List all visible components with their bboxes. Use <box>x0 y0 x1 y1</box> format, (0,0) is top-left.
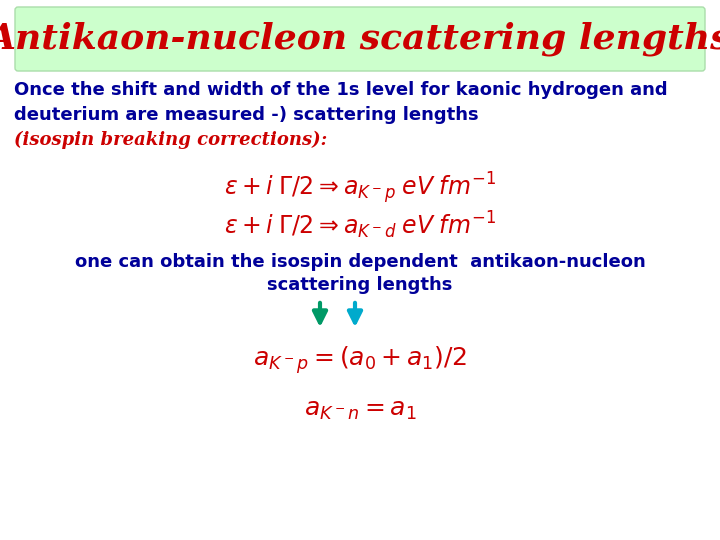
FancyBboxPatch shape <box>15 7 705 71</box>
Text: (isospin breaking corrections):: (isospin breaking corrections): <box>14 131 328 149</box>
Text: one can obtain the isospin dependent  antikaon-nucleon: one can obtain the isospin dependent ant… <box>75 253 645 271</box>
Text: $a_{K^-n} = a_1$: $a_{K^-n} = a_1$ <box>304 398 416 422</box>
Text: $\varepsilon + i\;\Gamma/2 \Rightarrow a_{K^-p}\;eV\;fm^{-1}$: $\varepsilon + i\;\Gamma/2 \Rightarrow a… <box>224 170 496 206</box>
Text: deuterium are measured -) scattering lengths: deuterium are measured -) scattering len… <box>14 106 479 124</box>
Text: Once the shift and width of the 1s level for kaonic hydrogen and: Once the shift and width of the 1s level… <box>14 81 667 99</box>
Text: scattering lengths: scattering lengths <box>267 276 453 294</box>
Text: $\varepsilon + i\;\Gamma/2 \Rightarrow a_{K^-d}\;eV\;fm^{-1}$: $\varepsilon + i\;\Gamma/2 \Rightarrow a… <box>224 210 496 241</box>
Text: $a_{K^-p} = (a_0 + a_1)/2$: $a_{K^-p} = (a_0 + a_1)/2$ <box>253 344 467 376</box>
Text: Antikaon-nucleon scattering lengths: Antikaon-nucleon scattering lengths <box>0 22 720 56</box>
